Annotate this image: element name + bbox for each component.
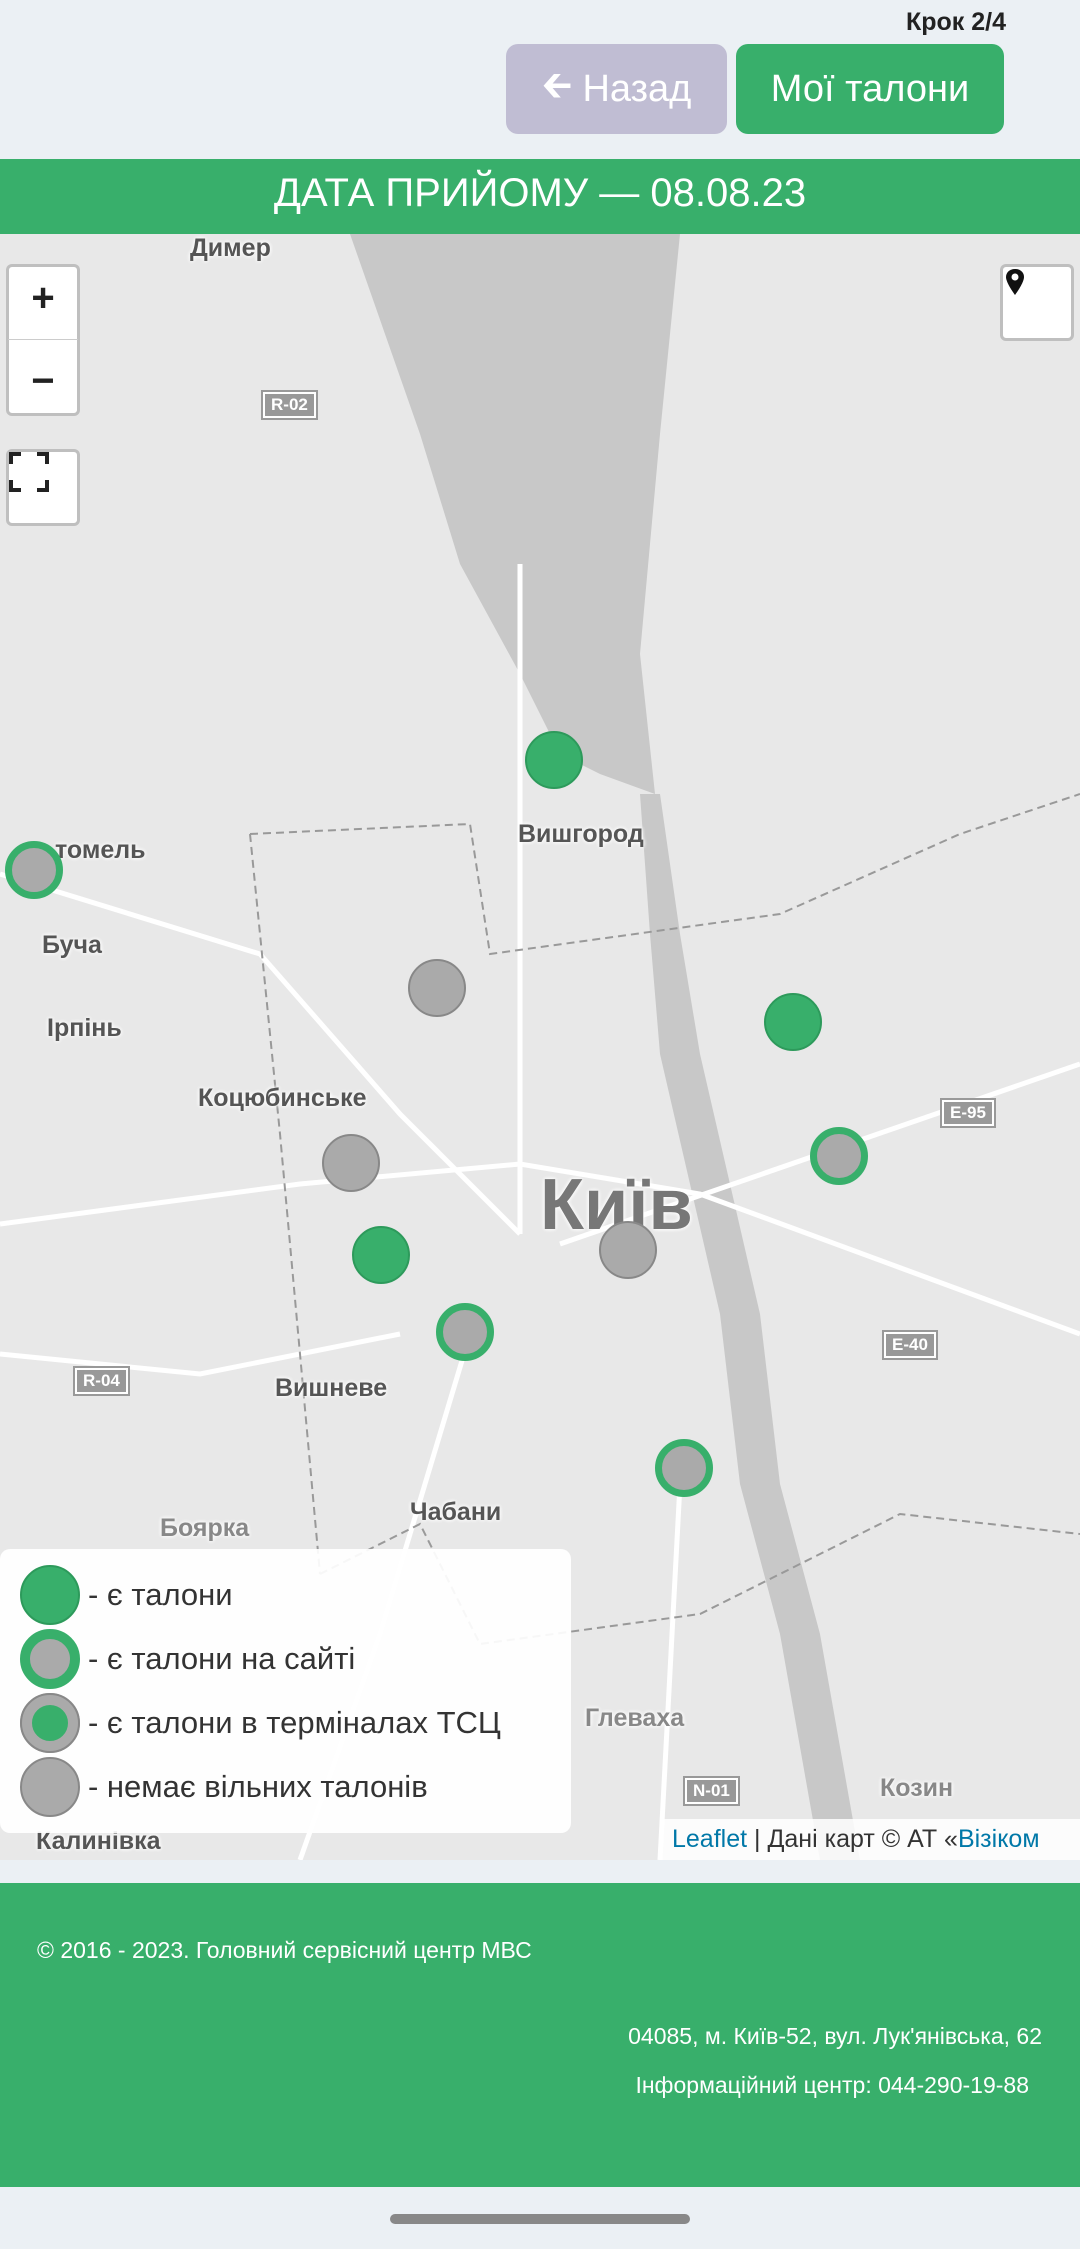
legend-item-terminal: - є талони в терміналах ТСЦ — [20, 1691, 571, 1755]
place-label: томель — [55, 836, 146, 864]
back-button[interactable]: 🡰 Назад — [506, 44, 727, 134]
back-label: Назад — [582, 67, 692, 110]
step-indicator: Крок 2/4 — [905, 8, 1006, 36]
road-label: E-95 — [940, 1098, 996, 1128]
zoom-out-button[interactable]: − — [31, 358, 55, 403]
road-label: R-02 — [261, 390, 318, 420]
info-phone: Інформаційний центр: 044-290-19-88 — [635, 2072, 1029, 2098]
home-indicator[interactable] — [390, 2214, 690, 2224]
marker-available[interactable] — [352, 1226, 410, 1284]
reservoir — [350, 234, 680, 794]
fullscreen-icon — [9, 452, 49, 492]
arrow-left-icon: 🡰 — [541, 64, 573, 107]
my-tickets-button[interactable]: Мої талони — [736, 44, 1004, 134]
legend-label: - є талони на сайті — [88, 1641, 356, 1676]
road-label: R-04 — [73, 1366, 130, 1396]
marker-none[interactable] — [408, 959, 466, 1017]
marker-site[interactable] — [5, 841, 63, 899]
place-label: Коцюбинське — [198, 1084, 367, 1112]
legend-item-site: - є талони на сайті — [20, 1627, 571, 1691]
legend-label: - немає вільних талонів — [88, 1769, 428, 1804]
place-label: Вишгород — [518, 820, 644, 848]
map-attribution: Leaflet | Дані карт © АТ «Візіком — [660, 1819, 1080, 1860]
road-label: N-01 — [683, 1776, 740, 1806]
fullscreen-button[interactable] — [6, 449, 80, 526]
legend: - є талони - є талони на сайті - є талон… — [0, 1549, 571, 1833]
address: 04085, м. Київ-52, вул. Лук'янівська, 62 — [628, 2023, 1042, 2049]
place-label: Вишневе — [275, 1374, 388, 1402]
place-label: Димер — [190, 234, 271, 262]
place-label: Глеваха — [585, 1704, 685, 1732]
place-label: Боярка — [160, 1514, 250, 1542]
place-label: Буча — [42, 931, 102, 959]
gray-circle-icon — [20, 1757, 80, 1817]
legend-label: - є талони в терміналах ТСЦ — [88, 1705, 501, 1740]
page-title: ДАТА ПРИЙОМУ — 08.08.23 — [0, 159, 1080, 234]
leaflet-link[interactable]: Leaflet — [672, 1825, 748, 1853]
river — [640, 794, 860, 1860]
footer: © 2016 - 2023. Головний сервісний центр … — [0, 1883, 1080, 2187]
place-label: Ірпінь — [47, 1014, 122, 1042]
marker-site[interactable] — [810, 1127, 868, 1185]
legend-label: - є талони — [88, 1577, 233, 1612]
attribution-text: | Дані карт © АТ « — [747, 1825, 958, 1853]
marker-available[interactable] — [764, 993, 822, 1051]
provider-link[interactable]: Візіком — [957, 1825, 1040, 1853]
marker-site[interactable] — [655, 1439, 713, 1497]
green-ring-circle-icon — [20, 1629, 80, 1689]
locate-button[interactable] — [1000, 264, 1074, 341]
marker-site[interactable] — [436, 1303, 494, 1361]
map-pin-icon — [1006, 269, 1024, 295]
map[interactable]: Димер Вишгород томель Буча Ірпінь Коцюби… — [0, 234, 1080, 1860]
place-label: Козин — [880, 1774, 954, 1802]
legend-item-available: - є талони — [20, 1563, 571, 1627]
gray-ring-circle-icon — [20, 1693, 80, 1753]
divider — [8, 339, 78, 341]
zoom-control: + − — [6, 264, 80, 416]
zoom-in-button[interactable]: + — [31, 276, 55, 321]
legend-item-none: - немає вільних талонів — [20, 1755, 571, 1819]
road-label: E-40 — [882, 1330, 938, 1360]
place-label: Чабани — [410, 1498, 502, 1526]
marker-none[interactable] — [599, 1221, 657, 1279]
green-circle-icon — [20, 1565, 80, 1625]
marker-available[interactable] — [525, 731, 583, 789]
copyright: © 2016 - 2023. Головний сервісний центр … — [37, 1937, 532, 1963]
marker-none[interactable] — [322, 1134, 380, 1192]
